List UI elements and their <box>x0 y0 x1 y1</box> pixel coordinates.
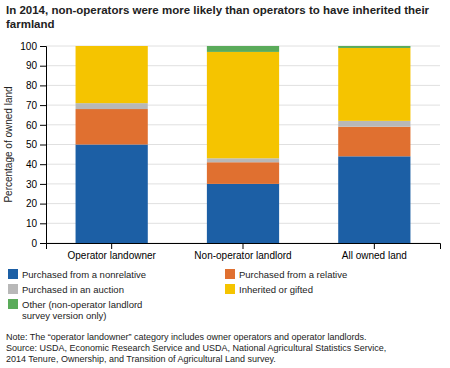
title: In 2014, non-operators were more likely … <box>6 4 430 30</box>
legend: Purchased from a nonrelative Purchased fr… <box>8 269 347 321</box>
y-axis: 0 10 20 30 40 50 60 70 80 90 100 <box>20 41 46 249</box>
series <box>207 46 411 52</box>
series <box>76 46 411 158</box>
y-tick-mark <box>40 145 46 146</box>
bar <box>76 103 148 109</box>
bar <box>76 109 148 144</box>
text-line: 2014 Tenure, Ownership, and Transition o… <box>6 354 276 364</box>
x-tick-mark <box>243 243 244 249</box>
y-tick: 40 <box>26 159 46 170</box>
x-tick: All owned land <box>342 243 407 261</box>
series <box>76 145 411 244</box>
x-axis: Operator landowner Non-operator landlord A… <box>47 243 441 261</box>
y-tick: 60 <box>26 120 46 131</box>
legend-item: Inherited or gifted <box>225 284 313 295</box>
bar <box>76 46 148 47</box>
y-tick-label: 50 <box>26 139 38 150</box>
y-tick: 20 <box>26 198 46 209</box>
text-line: Other (non-operator landlord <box>22 299 142 310</box>
x-tick: Operator landowner <box>67 243 156 261</box>
y-tick-mark <box>40 184 46 185</box>
legend-swatch <box>225 284 235 294</box>
y-tick: 50 <box>26 139 46 150</box>
legend-swatch <box>225 269 235 279</box>
legend-swatch <box>8 299 18 309</box>
legend-label: Other (non-operator landlordsurvey versi… <box>22 299 142 321</box>
bar <box>207 52 279 158</box>
legend-item: Purchased from a relative <box>225 269 347 280</box>
bar <box>207 184 279 243</box>
note: Note: The “operator landowner” category … <box>6 332 386 364</box>
x-tick-mark <box>374 243 375 249</box>
text-line: survey version only) <box>22 310 106 321</box>
y-tick-label: 30 <box>26 179 38 190</box>
y-tick-mark <box>40 105 46 106</box>
y-tick-label: 80 <box>26 80 38 91</box>
y-tick: 70 <box>26 100 46 111</box>
legend-label: Purchased in an auction <box>22 284 124 295</box>
x-axis-line <box>47 244 441 250</box>
y-tick-label: 90 <box>26 60 38 71</box>
y-tick: 80 <box>26 80 46 91</box>
legend-label: Purchased from a relative <box>239 269 347 280</box>
y-tick-label: 20 <box>26 198 38 209</box>
bar <box>338 121 410 127</box>
bar <box>76 46 148 103</box>
y-tick-mark <box>40 204 46 205</box>
y-tick-label: 0 <box>31 238 37 249</box>
legend-item: Purchased from a nonrelative <box>8 269 146 280</box>
y-tick-mark <box>40 223 46 224</box>
x-tick-label: Non-operator landlord <box>194 250 291 261</box>
bar <box>207 158 279 162</box>
x-tick-label: All owned land <box>342 250 407 261</box>
bar <box>338 48 410 121</box>
legend-label: Purchased from a nonrelative <box>22 269 146 280</box>
y-tick-label: 10 <box>26 218 38 229</box>
x-tick-mark <box>111 243 112 249</box>
y-tick-mark <box>40 243 46 244</box>
text-line: Note: The “operator landowner” category … <box>6 332 367 342</box>
bar <box>76 145 148 244</box>
x-tick: Non-operator landlord <box>194 243 291 261</box>
text-line: Purchased from a relative <box>239 269 347 280</box>
y-tick: 30 <box>26 179 46 190</box>
bar <box>338 46 410 48</box>
y-tick-mark <box>40 66 46 67</box>
y-tick-label: 70 <box>26 100 38 111</box>
text-line: farmland <box>6 18 55 30</box>
y-axis-title: Percentage of owned land <box>3 86 14 202</box>
bar <box>338 156 410 243</box>
y-tick-label: 60 <box>26 120 38 131</box>
text-line: In 2014, non-operators were more likely … <box>6 4 430 16</box>
y-tick-mark <box>40 164 46 165</box>
y-tick: 0 <box>31 238 46 249</box>
legend-swatch <box>8 269 18 279</box>
y-tick: 10 <box>26 218 46 229</box>
bar <box>338 127 410 157</box>
text-line: Inherited or gifted <box>239 284 313 295</box>
x-tick-label: Operator landowner <box>67 250 156 261</box>
y-tick-mark <box>40 125 46 126</box>
text-line: Purchased from a nonrelative <box>22 269 146 280</box>
y-tick-mark <box>40 46 46 47</box>
bars <box>76 46 411 243</box>
legend-swatch <box>8 284 18 294</box>
legend-item: Other (non-operator landlordsurvey versi… <box>8 299 142 321</box>
legend-label: Inherited or gifted <box>239 284 313 295</box>
chart: In 2014, non-operators were more likely … <box>0 0 450 368</box>
bar <box>207 162 279 184</box>
y-tick: 90 <box>26 60 46 71</box>
text-line: Source: USDA, Economic Research Service … <box>6 343 386 353</box>
legend-item: Purchased in an auction <box>8 284 124 295</box>
y-tick-mark <box>40 85 46 86</box>
bar <box>207 46 279 52</box>
grid <box>46 46 440 243</box>
y-tick: 100 <box>20 41 46 52</box>
y-tick-label: 40 <box>26 159 38 170</box>
text-line: Purchased in an auction <box>22 284 124 295</box>
y-tick-label: 100 <box>20 41 37 52</box>
y-axis-line <box>40 47 47 244</box>
